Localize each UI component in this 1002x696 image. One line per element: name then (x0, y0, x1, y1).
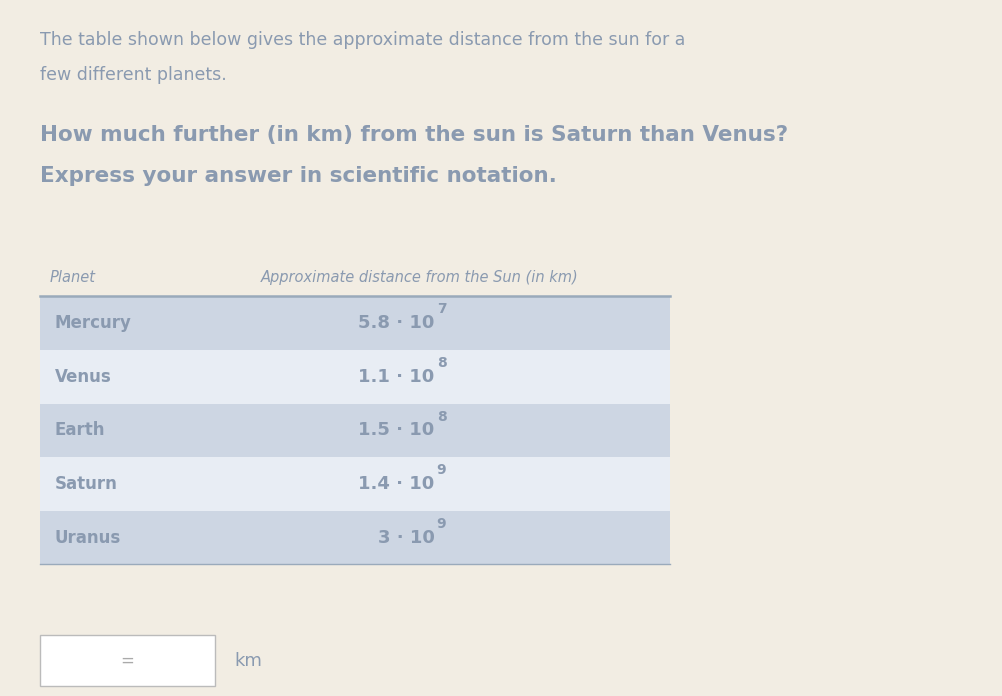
Text: 3 · 10: 3 · 10 (378, 529, 435, 546)
Text: 9: 9 (437, 463, 446, 477)
Text: 1.4 · 10: 1.4 · 10 (359, 475, 435, 493)
Text: Mercury: Mercury (55, 315, 132, 332)
Text: Saturn: Saturn (55, 475, 118, 493)
Text: How much further (in km) from the sun is Saturn than Venus?: How much further (in km) from the sun is… (40, 125, 789, 145)
Text: 9: 9 (437, 516, 446, 531)
FancyBboxPatch shape (40, 457, 669, 511)
Text: 8: 8 (437, 356, 447, 370)
Text: =: = (120, 651, 134, 670)
Text: Planet: Planet (50, 269, 96, 285)
Text: 8: 8 (437, 409, 447, 424)
Text: The table shown below gives the approximate distance from the sun for a: The table shown below gives the approxim… (40, 31, 685, 49)
FancyBboxPatch shape (40, 511, 669, 564)
FancyBboxPatch shape (40, 404, 669, 457)
Text: Approximate distance from the Sun (in km): Approximate distance from the Sun (in km… (261, 269, 578, 285)
Text: few different planets.: few different planets. (40, 66, 226, 84)
Text: Uranus: Uranus (55, 529, 121, 546)
FancyBboxPatch shape (40, 350, 669, 404)
FancyBboxPatch shape (40, 635, 214, 686)
Text: Express your answer in scientific notation.: Express your answer in scientific notati… (40, 166, 557, 186)
Text: Earth: Earth (55, 422, 105, 439)
Text: 7: 7 (437, 302, 446, 317)
Text: 1.5 · 10: 1.5 · 10 (359, 422, 435, 439)
Text: 1.1 · 10: 1.1 · 10 (359, 368, 435, 386)
FancyBboxPatch shape (40, 296, 669, 350)
Text: Venus: Venus (55, 368, 111, 386)
Text: 5.8 · 10: 5.8 · 10 (359, 315, 435, 332)
Text: km: km (234, 651, 263, 670)
